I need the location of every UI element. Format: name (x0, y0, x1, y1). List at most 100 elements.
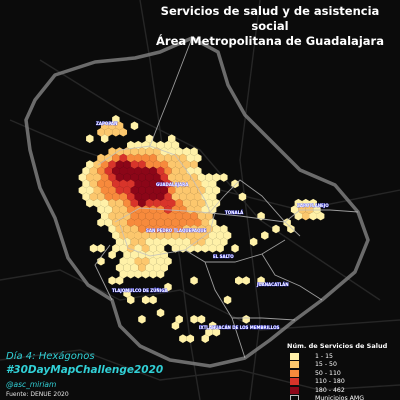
hexagon-cell (138, 263, 146, 272)
legend-swatch (290, 386, 299, 394)
hexagon-cell (182, 173, 191, 182)
hexagon-cell (179, 153, 187, 163)
hexagon-cell (231, 179, 239, 189)
hexagon-cell (119, 127, 128, 137)
legend-label: 1 - 15 (315, 352, 333, 360)
hexagon-cell (171, 179, 180, 189)
hexagon-cell (153, 160, 161, 169)
hexagon-cell (123, 160, 131, 169)
hexagon-cell (141, 140, 150, 150)
hexagon-cell (130, 121, 139, 131)
hexagon-cell (104, 192, 113, 202)
hexagon-cell (93, 160, 101, 169)
hexagon-cell (145, 250, 154, 260)
hexagon-cell (134, 205, 142, 214)
label-tlajomulco: TLAJOMULCO DE ZÚÑIGA (112, 288, 168, 293)
hexagon-cell (160, 237, 168, 247)
hexagon-cell (164, 166, 172, 176)
hexagon-cell (86, 198, 94, 208)
hexagon-cell (153, 211, 161, 221)
hexagon-cell (149, 295, 157, 305)
hexagon-cell (197, 315, 206, 324)
hexagon-cell (160, 173, 168, 182)
hexagon-cell (97, 218, 105, 227)
hexagon-cell (149, 256, 157, 266)
legend-item: 50 - 110 (287, 369, 399, 378)
hexagon-cell (149, 179, 157, 189)
hexagon-cell (153, 173, 161, 182)
hexagon-cell (112, 115, 120, 124)
hexagon-cell (108, 121, 116, 131)
hexagon-cell (190, 186, 198, 195)
hexagon-cell (108, 160, 116, 169)
hexagon-cell (145, 224, 154, 234)
hexagon-cell (171, 153, 180, 163)
hexagon-cell (93, 198, 101, 208)
label-zapotlanejo: ZAPOTLANEJO (297, 203, 329, 208)
legend-swatch (290, 378, 299, 386)
hexagon-cell (223, 295, 232, 305)
hexagon-cell (186, 244, 195, 253)
hexagon-cell (283, 218, 291, 227)
hexagon-cell (119, 244, 128, 253)
hexagon-cell (171, 231, 180, 240)
hexagon-cell (190, 160, 198, 169)
hexagon-cell (82, 179, 90, 189)
hexagon-cell (249, 237, 258, 247)
hexagon-cell (145, 147, 154, 156)
hexagon-cell (175, 173, 183, 182)
hexagon-cell (164, 153, 172, 163)
hexagon-cell (231, 244, 239, 253)
hexagon-cell (216, 244, 224, 253)
hexagon-cell (156, 179, 165, 189)
hexagon-cell (194, 244, 202, 253)
hexagon-cell (89, 166, 98, 176)
hexagon-cell (205, 173, 213, 182)
hexagon-cell (141, 179, 150, 189)
hexagon-cell (112, 231, 120, 240)
hexagon-cell (130, 147, 139, 156)
hexagon-cell (167, 160, 176, 169)
hexagon-cell (175, 224, 183, 234)
hexagon-cell (160, 224, 168, 234)
hexagon-cell (115, 237, 124, 247)
hexagon-cell (190, 315, 198, 324)
hexagon-cell (272, 224, 280, 234)
hexagon-cell (123, 173, 131, 182)
hexagon-cell (123, 198, 131, 208)
hexagon-cell (82, 192, 90, 202)
hexagon-cell (115, 224, 124, 234)
hexagon-cell (134, 153, 142, 163)
hexagon-cell (115, 121, 124, 131)
hexagon-cell (86, 173, 94, 182)
hexagon-cell (208, 231, 217, 240)
label-juanacatlan: JUANACATLÁN (256, 282, 289, 287)
hexagon-cell (186, 153, 195, 163)
source-note: Fuente: DENUE 2020 (6, 391, 69, 398)
hexagon-cell (205, 186, 213, 195)
hexagon-cell (127, 244, 135, 253)
hexagon-cell (190, 237, 198, 247)
municipality-labels: ZAPOPAN GUADALAJARA TONALÁ SAN PEDRO TLA… (96, 121, 330, 331)
legend-label: 15 - 50 (315, 361, 337, 369)
hexagon-cell (115, 263, 124, 272)
hexagon-cell (205, 237, 213, 247)
hexagon-cell (108, 211, 116, 221)
hexagon-cell (182, 147, 191, 156)
hexagon-cell (205, 327, 213, 337)
hexagon-cell (145, 186, 154, 195)
hexagon-cell (194, 231, 202, 240)
hexagon-cell (145, 134, 154, 143)
hexagon-cell (97, 127, 105, 137)
legend-boundary-label: Municipios AMG (315, 395, 365, 400)
day-tag: Día 4: Hexágonos (6, 351, 95, 362)
hexagon-cell (175, 186, 183, 195)
hexagon-cell (156, 308, 165, 318)
hexagon-cell (112, 127, 120, 137)
hexagon-cell (167, 211, 176, 221)
hexagon-cell (141, 205, 150, 214)
hexagon-cell (201, 334, 209, 343)
hexagon-cell (205, 211, 213, 221)
hexagon-cell (179, 205, 187, 214)
label-zapopan: ZAPOPAN (96, 121, 117, 126)
